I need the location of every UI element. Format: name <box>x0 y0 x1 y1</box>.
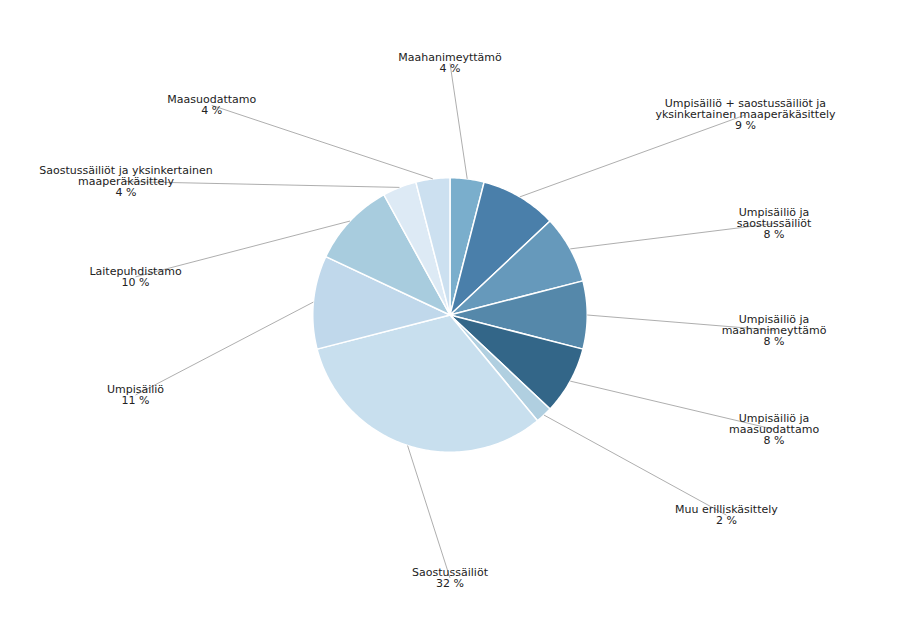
svg-text:Saostussäiliöt ja yksinkertain: Saostussäiliöt ja yksinkertainenmaaperäk… <box>39 164 212 199</box>
svg-text:Laitepuhdistamo10 %: Laitepuhdistamo10 % <box>89 265 181 289</box>
svg-text:Umpisäiliö jasaostussäiliöt8 %: Umpisäiliö jasaostussäiliöt8 % <box>737 206 812 241</box>
svg-text:Umpisäiliö jamaahanimeyttämö8: Umpisäiliö jamaahanimeyttämö8 % <box>722 313 827 348</box>
svg-text:Maasuodattamo4 %: Maasuodattamo4 % <box>167 93 256 117</box>
svg-text:Umpisäiliö jamaasuodattamo8 %: Umpisäiliö jamaasuodattamo8 % <box>729 412 819 447</box>
svg-text:Maahanimeyttämö4 %: Maahanimeyttämö4 % <box>398 51 502 75</box>
svg-text:Umpisäiliö11 %: Umpisäiliö11 % <box>107 383 164 407</box>
svg-text:Saostussäiliöt32 %: Saostussäiliöt32 % <box>412 566 489 590</box>
svg-text:Muu erilliskäsittely2 %: Muu erilliskäsittely2 % <box>675 503 778 527</box>
svg-text:Umpisäiliö + saostussäiliöt ja: Umpisäiliö + saostussäiliöt jayksinkerta… <box>655 97 836 132</box>
